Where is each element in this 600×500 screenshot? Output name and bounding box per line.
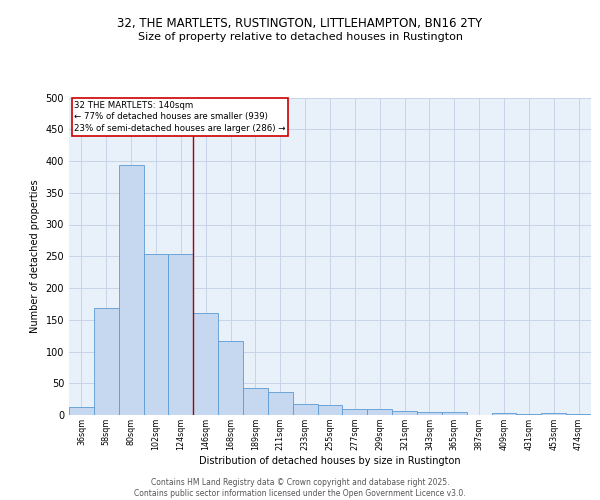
Bar	[317, 406, 343, 415]
Bar	[367, 410, 392, 415]
Bar	[442, 412, 467, 415]
Y-axis label: Number of detached properties: Number of detached properties	[30, 180, 40, 333]
X-axis label: Distribution of detached houses by size in Rustington: Distribution of detached houses by size …	[199, 456, 461, 466]
Text: 32, THE MARTLETS, RUSTINGTON, LITTLEHAMPTON, BN16 2TY: 32, THE MARTLETS, RUSTINGTON, LITTLEHAMP…	[118, 18, 482, 30]
Bar	[243, 388, 268, 415]
Bar	[491, 413, 517, 415]
Bar	[69, 408, 94, 415]
Bar	[343, 410, 367, 415]
Bar	[268, 392, 293, 415]
Text: 32 THE MARTLETS: 140sqm
← 77% of detached houses are smaller (939)
23% of semi-d: 32 THE MARTLETS: 140sqm ← 77% of detache…	[74, 100, 286, 134]
Bar	[218, 342, 243, 415]
Bar	[566, 414, 591, 415]
Bar	[392, 411, 417, 415]
Text: Size of property relative to detached houses in Rustington: Size of property relative to detached ho…	[137, 32, 463, 42]
Bar	[94, 308, 119, 415]
Bar	[169, 254, 193, 415]
Bar	[517, 414, 541, 415]
Bar	[119, 166, 143, 415]
Bar	[193, 314, 218, 415]
Bar	[143, 254, 169, 415]
Bar	[417, 412, 442, 415]
Text: Contains HM Land Registry data © Crown copyright and database right 2025.
Contai: Contains HM Land Registry data © Crown c…	[134, 478, 466, 498]
Bar	[293, 404, 317, 415]
Bar	[541, 413, 566, 415]
